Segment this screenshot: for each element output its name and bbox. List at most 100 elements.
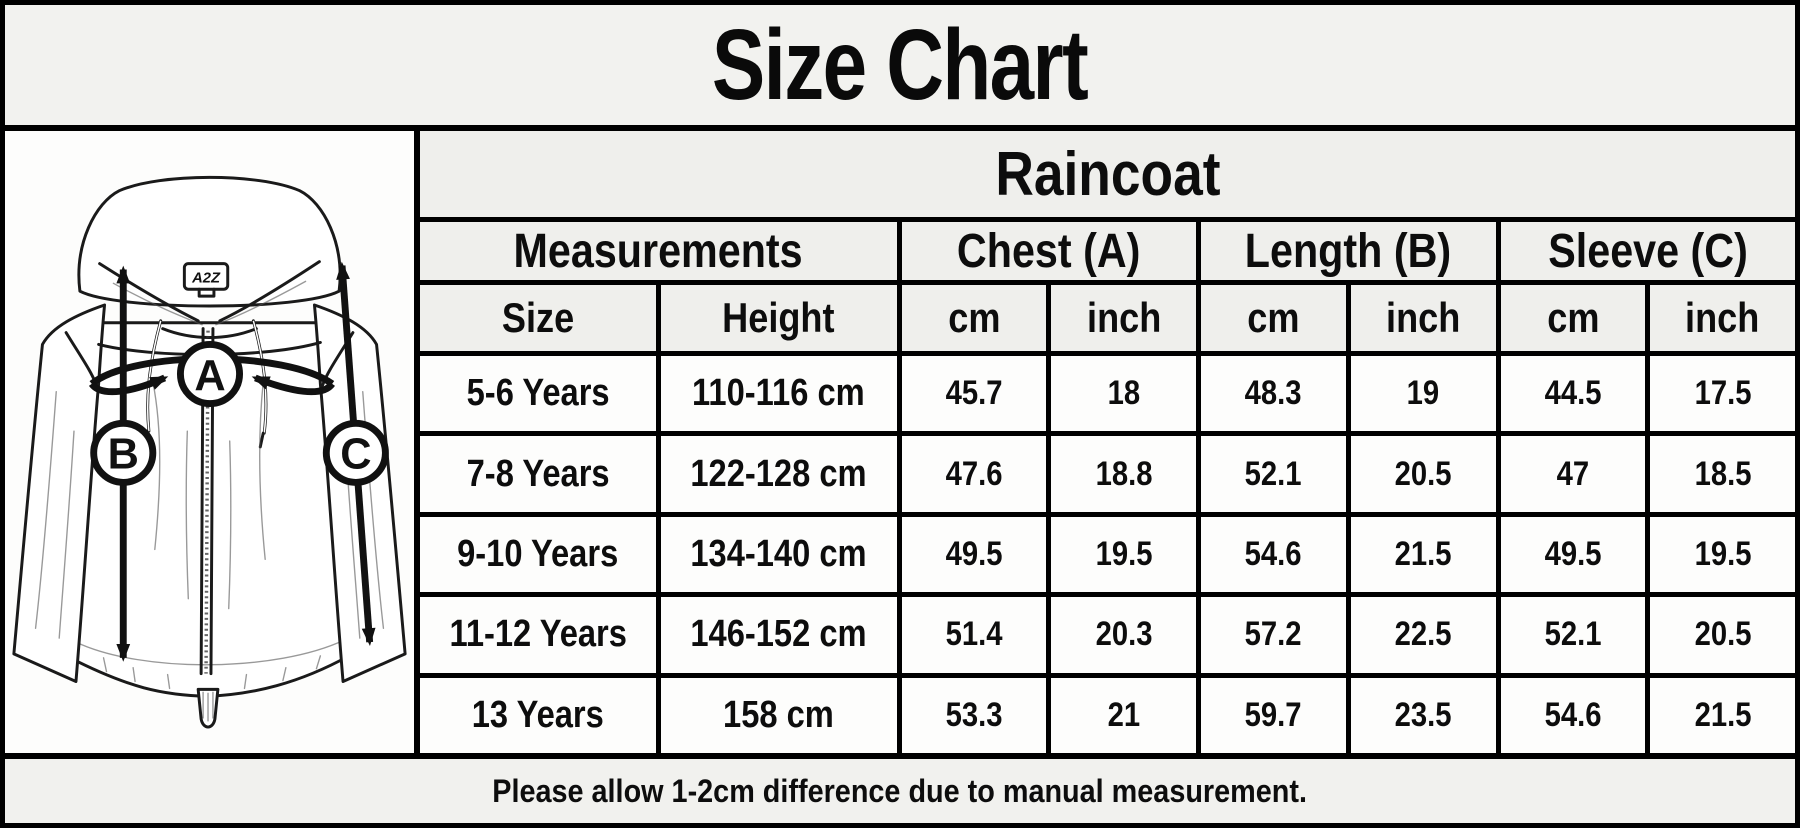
measurement-value: 21 [1107, 695, 1141, 734]
subheader-label: cm [947, 294, 1001, 341]
value-cell: 20.3 [1051, 597, 1197, 673]
size-cell: 5-6 Years [420, 356, 656, 432]
value-cell: 47.6 [901, 436, 1047, 512]
subheader-sleeve-inch: inch [1650, 285, 1795, 351]
measurement-value: 20.5 [1394, 454, 1452, 493]
size-cell: 9-10 Years [420, 516, 656, 593]
measurement-value: 57.2 [1245, 615, 1302, 654]
value-cell: 20.5 [1350, 436, 1496, 512]
value-cell: 21.5 [1350, 516, 1496, 593]
measurement-value: 19.5 [1694, 534, 1752, 573]
value-cell: 20.5 [1650, 597, 1795, 673]
measurement-value: 20.5 [1694, 615, 1752, 654]
height-cell: 122-128 cm [660, 436, 897, 512]
subheader-label: inch [1386, 294, 1461, 341]
height-cell: 158 cm [660, 677, 897, 753]
subheader-label: inch [1086, 294, 1161, 341]
value-cell: 48.3 [1201, 356, 1346, 432]
value-cell: 17.5 [1650, 356, 1795, 432]
value-cell: 49.5 [1500, 516, 1646, 593]
size-table: Raincoat Measurements Chest (A) Length (… [420, 131, 1795, 753]
value-cell: 52.1 [1201, 436, 1346, 512]
size-value: 9-10 Years [457, 532, 619, 575]
title-bar: Size Chart [5, 5, 1795, 131]
brand-tag: A2Z [182, 262, 230, 298]
measure-label-b: B [108, 431, 139, 479]
measurement-value: 19.5 [1095, 534, 1153, 573]
group-header-label: Chest (A) [957, 224, 1141, 278]
measurement-value: 52.1 [1245, 454, 1302, 493]
group-header-measurements: Measurements [420, 222, 897, 280]
size-cell: 11-12 Years [420, 597, 656, 673]
group-header-length: Length (B) [1201, 222, 1496, 280]
measurement-value: 19 [1406, 374, 1440, 413]
product-header: Raincoat [994, 139, 1221, 209]
height-value: 146-152 cm [690, 613, 867, 656]
subheader-length-inch: inch [1350, 285, 1496, 351]
value-cell: 21.5 [1650, 677, 1795, 753]
figure-panel: A2Z [5, 131, 420, 753]
raincoat-drawing: A2Z [12, 175, 407, 729]
measurement-value: 20.3 [1095, 615, 1153, 654]
subheader-height: Height [660, 285, 897, 351]
measurement-value: 18.8 [1095, 454, 1153, 493]
value-cell: 51.4 [901, 597, 1047, 673]
product-header-cell: Raincoat [420, 131, 1795, 217]
measurement-value: 51.4 [945, 615, 1003, 654]
measurement-value: 22.5 [1394, 615, 1452, 654]
footer-note: Please allow 1-2cm difference due to man… [492, 772, 1308, 809]
subheader-chest-cm: cm [901, 285, 1047, 351]
measurement-value: 49.5 [945, 534, 1003, 573]
group-header-label: Length (B) [1245, 224, 1452, 278]
value-cell: 19.5 [1650, 516, 1795, 593]
subheader-label: cm [1546, 294, 1600, 341]
subheader-label: inch [1685, 294, 1760, 341]
page-title: Size Chart [712, 8, 1089, 121]
measurement-value: 54.6 [1245, 534, 1302, 573]
subheader-sleeve-cm: cm [1500, 285, 1646, 351]
height-cell: 110-116 cm [660, 356, 897, 432]
value-cell: 52.1 [1500, 597, 1646, 673]
measurement-value: 49.5 [1544, 534, 1602, 573]
value-cell: 23.5 [1350, 677, 1496, 753]
subheader-label: cm [1247, 294, 1300, 341]
measure-label-a: A [194, 352, 225, 400]
height-value: 122-128 cm [690, 452, 867, 495]
size-cell: 7-8 Years [420, 436, 656, 512]
brand-label: A2Z [191, 270, 221, 286]
measurement-value: 52.1 [1544, 615, 1602, 654]
subheader-label: Height [722, 294, 835, 341]
group-header-label: Sleeve (C) [1547, 224, 1748, 278]
group-header-chest: Chest (A) [901, 222, 1197, 280]
measurement-value: 21.5 [1394, 534, 1452, 573]
size-cell: 13 Years [420, 677, 656, 753]
measurement-value: 54.6 [1544, 695, 1602, 734]
measurement-value: 44.5 [1544, 374, 1602, 413]
height-value: 134-140 cm [690, 532, 867, 575]
measurement-value: 47.6 [945, 454, 1003, 493]
measurement-value: 45.7 [945, 374, 1003, 413]
measurement-value: 53.3 [945, 695, 1003, 734]
value-cell: 45.7 [901, 356, 1047, 432]
subheader-size: Size [420, 285, 656, 351]
measure-label-c: C [340, 431, 371, 479]
value-cell: 54.6 [1201, 516, 1346, 593]
value-cell: 19.5 [1051, 516, 1197, 593]
size-value: 11-12 Years [449, 613, 627, 656]
value-cell: 57.2 [1201, 597, 1346, 673]
value-cell: 54.6 [1500, 677, 1646, 753]
height-cell: 134-140 cm [660, 516, 897, 593]
measurement-value: 18 [1107, 374, 1141, 413]
measure-marker-c: C [322, 419, 389, 486]
size-value: 13 Years [471, 693, 604, 736]
subheader-chest-inch: inch [1051, 285, 1197, 351]
measurement-value: 18.5 [1694, 454, 1752, 493]
measurement-arrows: A B C [88, 261, 389, 662]
measurement-value: 23.5 [1394, 695, 1452, 734]
value-cell: 18.5 [1650, 436, 1795, 512]
value-cell: 21 [1051, 677, 1197, 753]
value-cell: 59.7 [1201, 677, 1346, 753]
measure-marker-b: B [90, 419, 157, 486]
height-value: 158 cm [723, 693, 835, 736]
